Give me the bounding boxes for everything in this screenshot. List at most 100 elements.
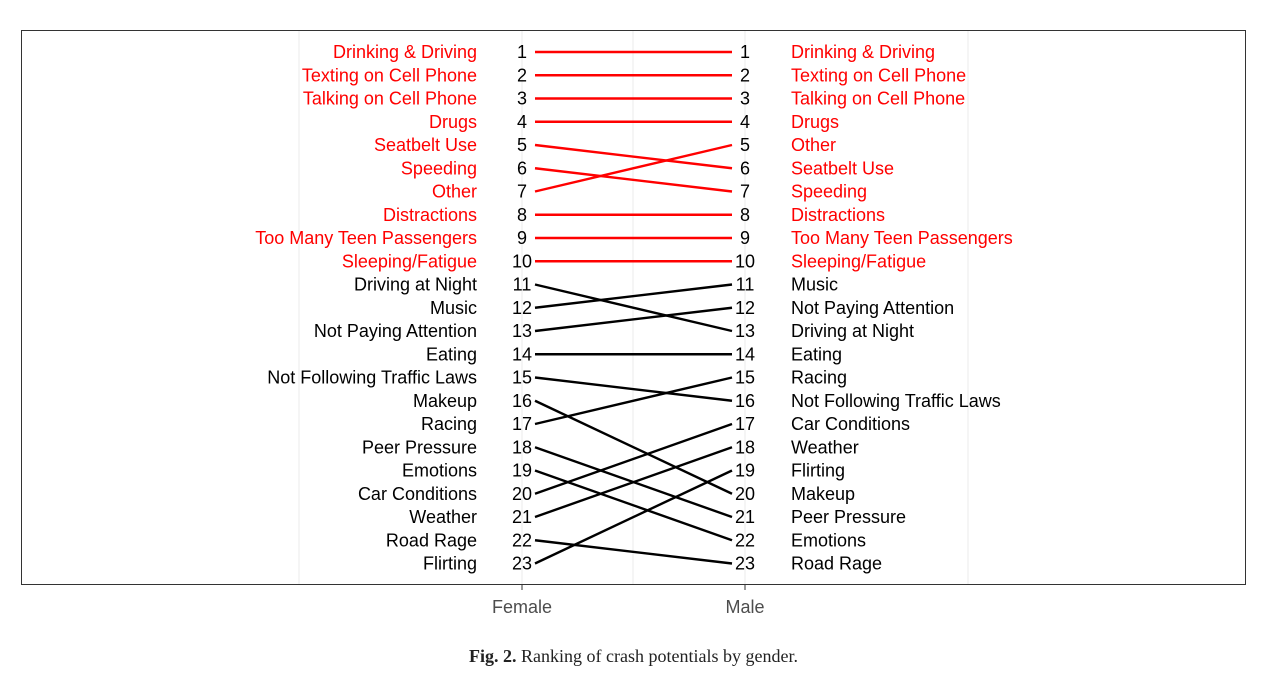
male-item-label: Car Conditions [791,414,910,434]
male-rank-number: 15 [735,368,755,388]
male-rank-number: 10 [735,251,755,271]
rank-line [534,446,733,519]
female-item-label: Other [432,182,477,202]
male-item-label: Not Following Traffic Laws [791,391,1001,411]
male-item-label: Makeup [791,484,855,504]
female-rank-number: 1 [517,42,527,62]
female-rank-number: 4 [517,112,527,132]
female-item-label: Emotions [402,461,477,481]
male-rank-number: 1 [740,42,750,62]
male-item-label: Emotions [791,530,866,550]
x-tick-label: Male [725,597,764,617]
grid-lines [298,31,969,584]
female-rank-number: 7 [517,182,527,202]
rank-line [534,306,733,333]
female-rank-number: 8 [517,205,527,225]
female-item-label: Eating [426,344,477,364]
female-rank-number: 23 [512,554,532,574]
male-item-label: Texting on Cell Phone [791,65,966,85]
female-rank-number: 22 [512,530,532,550]
caption-label: Fig. 2. [469,646,517,666]
female-rank-number: 9 [517,228,527,248]
male-item-label: Eating [791,344,842,364]
rank-line [534,167,733,193]
female-rank-number: 14 [512,344,532,364]
male-rank-number: 14 [735,344,755,364]
male-rank-number: 6 [740,158,750,178]
female-item-label: Car Conditions [358,484,477,504]
rank-line [534,376,733,426]
male-item-label: Seatbelt Use [791,158,894,178]
female-rank-number: 19 [512,461,532,481]
male-item-label: Other [791,135,836,155]
female-rank-number: 12 [512,298,532,318]
male-rank-number: 22 [735,530,755,550]
male-rank-number: 13 [735,321,755,341]
male-item-label: Not Paying Attention [791,298,954,318]
rank-line [534,469,733,565]
male-rank-number: 20 [735,484,755,504]
male-item-label: Speeding [791,182,867,202]
rank-lines [534,50,733,565]
male-item-label: Sleeping/Fatigue [791,251,926,271]
male-item-label: Weather [791,437,859,457]
female-item-label: Peer Pressure [362,437,477,457]
female-item-label: Drinking & Driving [333,42,477,62]
x-tick-label: Female [492,597,552,617]
male-item-label: Driving at Night [791,321,914,341]
female-rank-number: 20 [512,484,532,504]
female-rank-number: 17 [512,414,532,434]
female-item-label: Texting on Cell Phone [302,65,477,85]
female-item-label: Speeding [401,158,477,178]
male-rank-number: 3 [740,89,750,109]
male-rank-number: 8 [740,205,750,225]
female-item-label: Flirting [423,554,477,574]
female-rank-number: 2 [517,65,527,85]
male-item-label: Flirting [791,461,845,481]
female-rank-number: 15 [512,368,532,388]
female-rank-number: 21 [512,507,532,527]
female-item-label: Too Many Teen Passengers [255,228,477,248]
x-axis: Female Male [492,585,765,617]
female-item-label: Distractions [383,205,477,225]
male-rank-number: 23 [735,554,755,574]
female-item-label: Seatbelt Use [374,135,477,155]
female-item-label: Road Rage [386,530,477,550]
male-item-label: Peer Pressure [791,507,906,527]
rank-line [534,143,733,170]
male-rank-number: 18 [735,437,755,457]
caption-text: Ranking of crash potentials by gender. [516,646,798,666]
female-rank-number: 5 [517,135,527,155]
male-item-label: Drinking & Driving [791,42,935,62]
female-item-label: Music [430,298,477,318]
female-rank-number: 18 [512,437,532,457]
male-item-label: Road Rage [791,554,882,574]
female-item-label: Not Following Traffic Laws [267,368,477,388]
male-rank-number: 4 [740,112,750,132]
male-rank-number: 7 [740,182,750,202]
male-rank-number: 16 [735,391,755,411]
female-item-label: Not Paying Attention [314,321,477,341]
panel-border [21,30,1246,585]
female-rank-number: 3 [517,89,527,109]
male-rank-number: 2 [740,65,750,85]
male-item-label: Music [791,275,838,295]
rank-line [534,283,733,309]
female-item-label: Weather [409,507,477,527]
male-rank-number: 21 [735,507,755,527]
female-rank-number: 11 [513,275,532,295]
male-rank-number: 5 [740,135,750,155]
female-item-label: Talking on Cell Phone [303,89,477,109]
rank-line [534,143,733,193]
male-rank-number: 11 [736,275,755,295]
male-item-label: Distractions [791,205,885,225]
male-rank-number: 17 [735,414,755,434]
rank-line [534,539,733,565]
female-item-label: Makeup [413,391,477,411]
female-item-label: Sleeping/Fatigue [342,251,477,271]
male-item-label: Drugs [791,112,839,132]
rank-line [534,422,733,495]
female-rank-number: 10 [512,251,532,271]
male-rank-number: 12 [735,298,755,318]
